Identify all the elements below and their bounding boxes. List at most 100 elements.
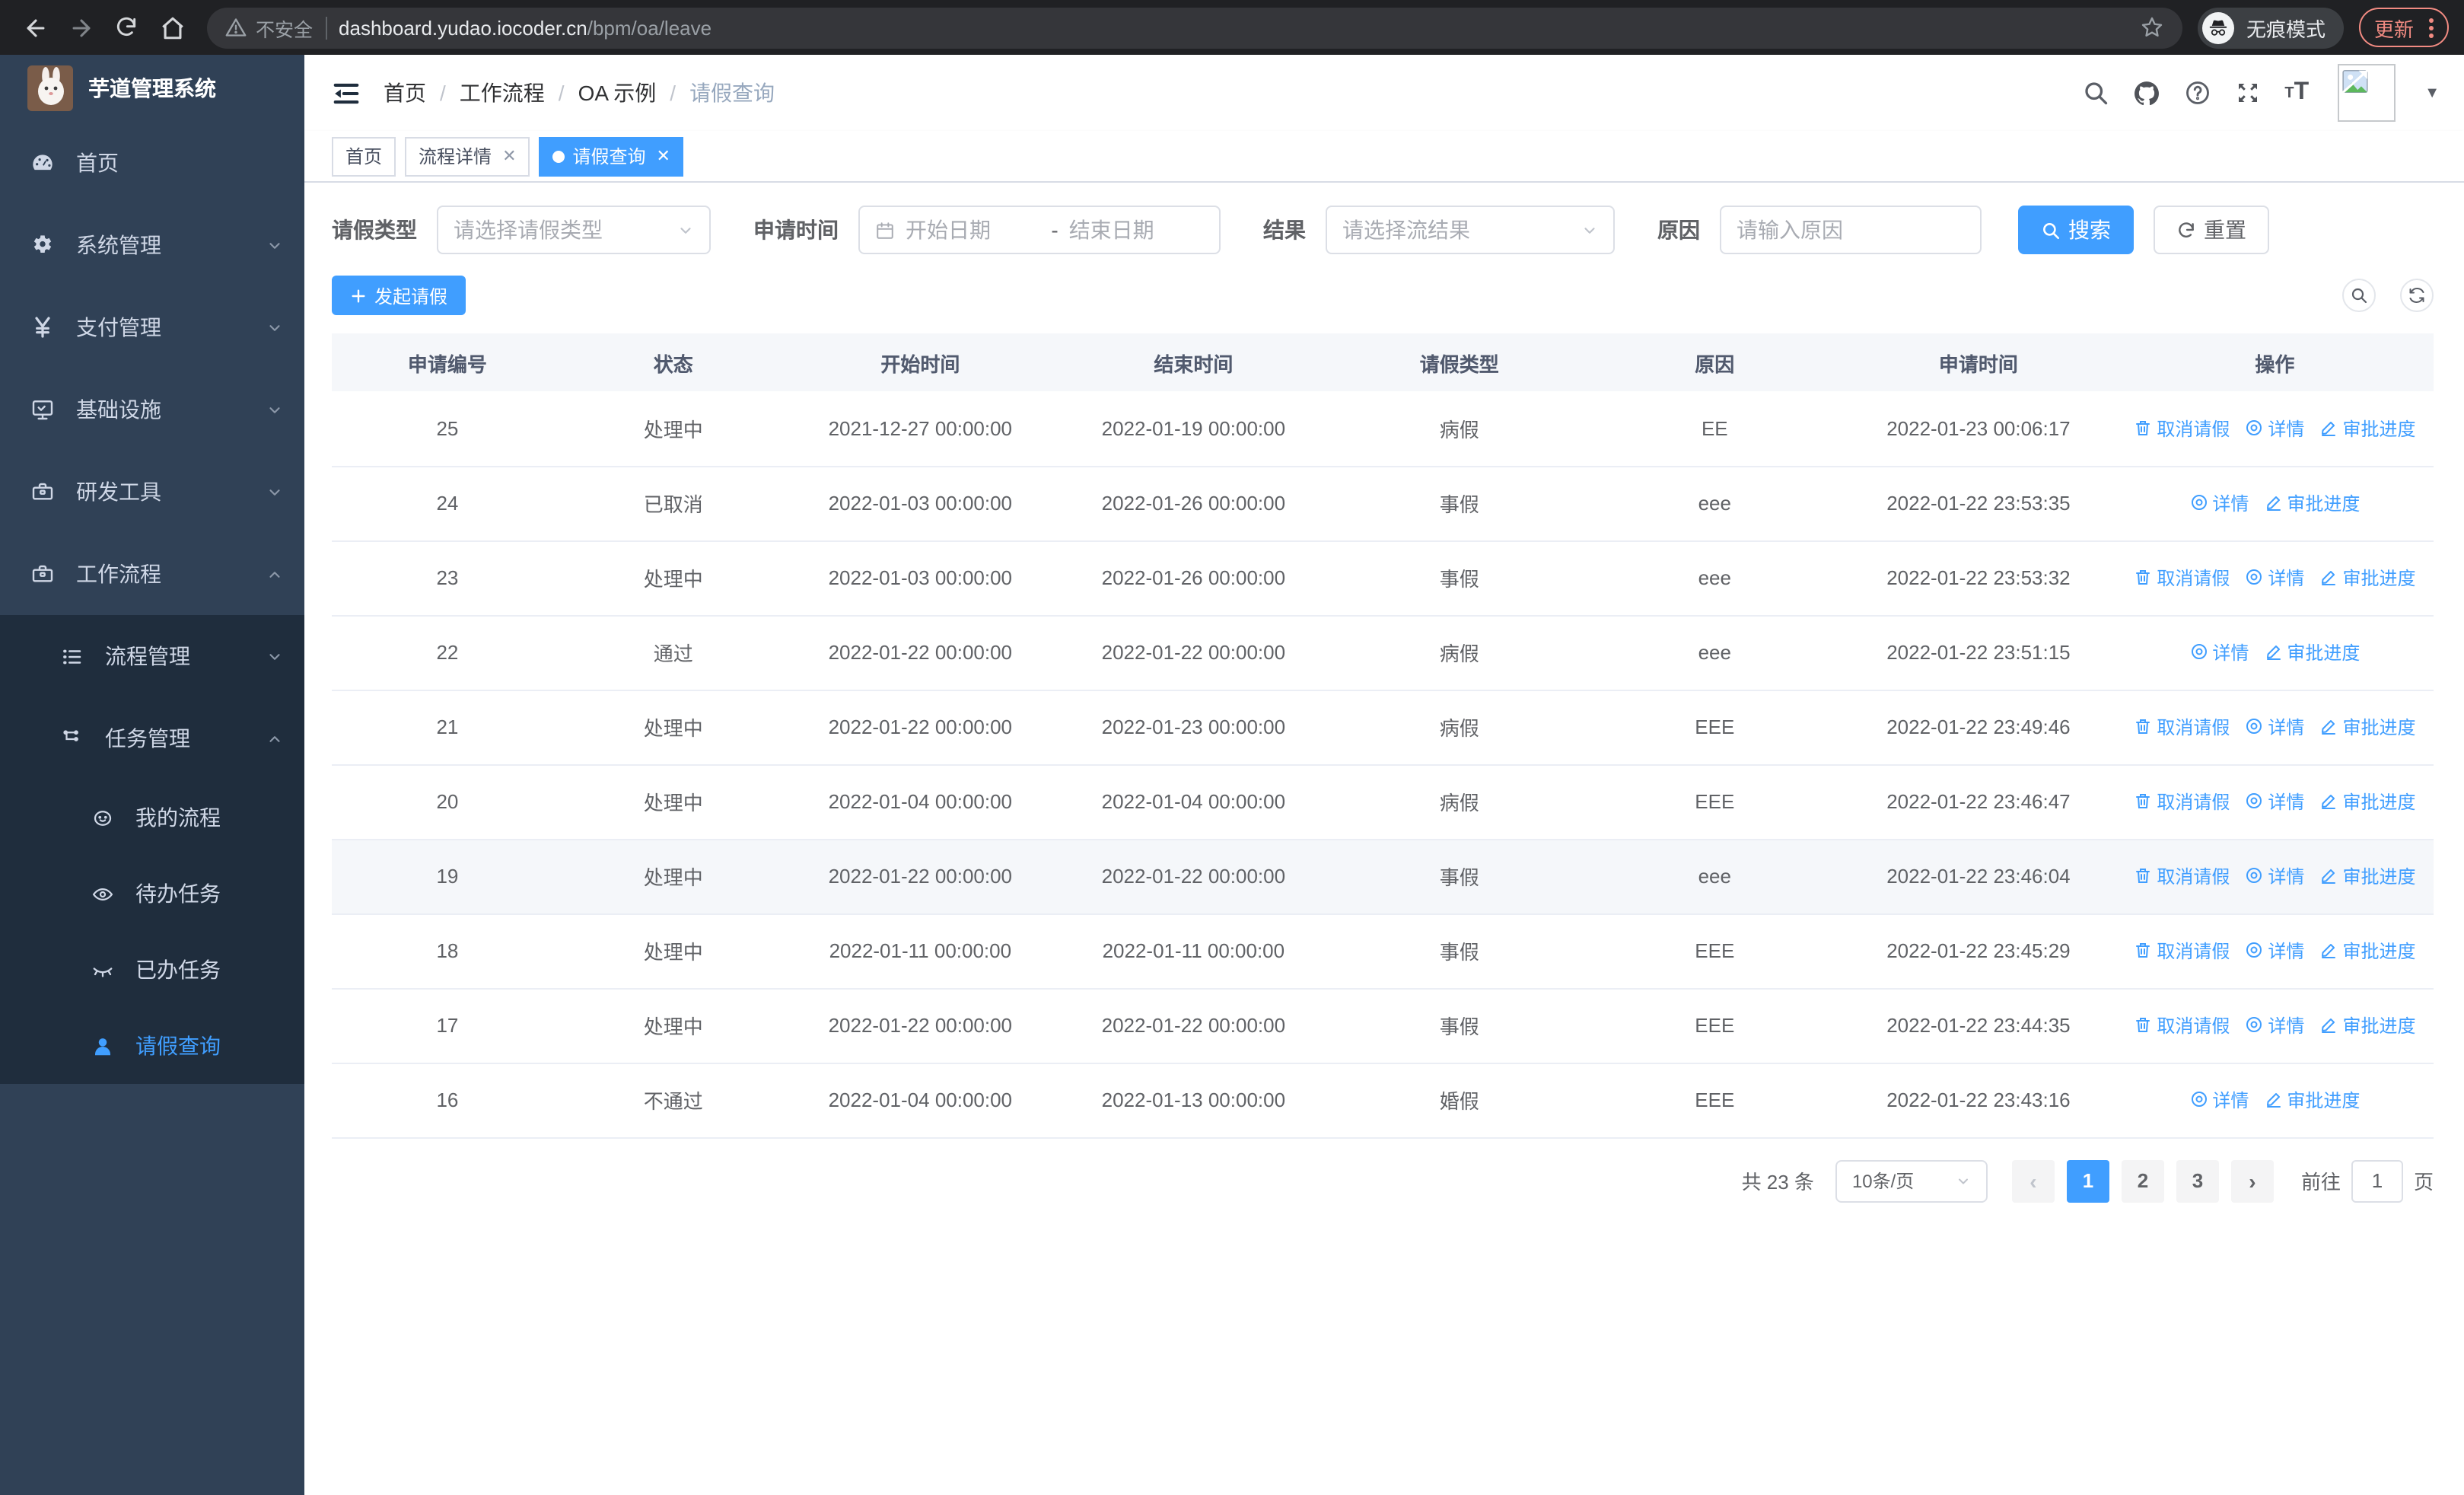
tab-home[interactable]: 首页 — [332, 136, 396, 176]
cancel-action-link[interactable]: 取消请假 — [2134, 1012, 2230, 1038]
cell-id: 21 — [332, 690, 563, 765]
progress-action-link[interactable]: 审批进度 — [2319, 938, 2415, 964]
sidebar-logo[interactable]: 芋道管理系统 — [0, 55, 304, 122]
chevron-down-icon — [269, 324, 280, 330]
page-button-2[interactable]: 2 — [2121, 1159, 2164, 1202]
forward-icon[interactable] — [61, 8, 100, 47]
sidebar-item-label: 我的流程 — [135, 805, 221, 830]
sidebar-item-todo-tasks[interactable]: 待办任务 — [0, 856, 304, 932]
home-icon[interactable] — [152, 8, 192, 47]
prev-page-button[interactable]: ‹ — [2011, 1159, 2055, 1202]
progress-action-link[interactable]: 审批进度 — [2319, 1012, 2415, 1038]
detail-action-link[interactable]: 详情 — [2189, 490, 2249, 516]
table-row: 20 处理中 2022-01-04 00:00:00 2022-01-04 00… — [332, 764, 2434, 840]
cancel-action-link[interactable]: 取消请假 — [2134, 863, 2230, 889]
fullscreen-icon[interactable] — [2234, 79, 2262, 107]
progress-action-link[interactable]: 审批进度 — [2264, 639, 2360, 665]
progress-action-link[interactable]: 审批进度 — [2319, 565, 2415, 591]
table-row: 24 已取消 2022-01-03 00:00:00 2022-01-26 00… — [332, 466, 2434, 541]
sidebar-item-devtools[interactable]: 研发工具 — [0, 451, 304, 533]
cell-reason: EEE — [1588, 690, 1842, 765]
col-header-status: 状态 — [562, 333, 784, 391]
breadcrumb-item[interactable]: 首页 — [384, 81, 426, 105]
url-text[interactable]: dashboard.yudao.iocoder.cn/bpm/oa/leave — [339, 16, 712, 39]
detail-action-link[interactable]: 详情 — [2245, 789, 2304, 814]
goto-page-input[interactable] — [2351, 1159, 2403, 1202]
github-icon[interactable] — [2132, 78, 2161, 107]
table-row: 22 通过 2022-01-22 00:00:00 2022-01-22 00:… — [332, 615, 2434, 690]
progress-action-link[interactable]: 审批进度 — [2319, 789, 2415, 814]
progress-action-link[interactable]: 审批进度 — [2264, 1087, 2360, 1113]
next-page-button[interactable]: › — [2230, 1159, 2274, 1202]
page-size-select[interactable]: 10条/页 — [1835, 1159, 1988, 1202]
create-leave-button[interactable]: 发起请假 — [332, 276, 466, 315]
close-icon[interactable]: ✕ — [502, 148, 517, 166]
cancel-action-link[interactable]: 取消请假 — [2134, 789, 2230, 814]
sidebar-item-workflow[interactable]: 工作流程 — [0, 533, 304, 615]
tab-leave-query[interactable]: 请假查询 ✕ — [539, 136, 684, 176]
sidebar-item-leave-query[interactable]: 请假查询 — [0, 1008, 304, 1084]
bookmark-star-icon[interactable] — [2140, 15, 2164, 40]
detail-action-link[interactable]: 详情 — [2245, 938, 2304, 964]
url-bar[interactable]: 不安全 dashboard.yudao.iocoder.cn/bpm/oa/le… — [207, 7, 2182, 48]
breadcrumb-item[interactable]: 工作流程 — [459, 81, 545, 105]
progress-action-link[interactable]: 审批进度 — [2319, 863, 2415, 889]
eye-closed-icon — [93, 967, 113, 977]
cell-actions: 取消请假 详情 审批进度 — [2115, 913, 2434, 989]
refresh-icon[interactable] — [107, 8, 146, 47]
detail-action-link[interactable]: 详情 — [2245, 714, 2304, 740]
page-button-3[interactable]: 3 — [2176, 1159, 2219, 1202]
reason-input[interactable] — [1720, 206, 1982, 254]
cell-actions: 取消请假 详情 审批进度 — [2115, 839, 2434, 914]
sidebar-item-done-tasks[interactable]: 已办任务 — [0, 932, 304, 1008]
cancel-action-link[interactable]: 取消请假 — [2134, 565, 2230, 591]
progress-action-link[interactable]: 审批进度 — [2319, 714, 2415, 740]
search-button[interactable]: 搜索 — [2018, 206, 2134, 254]
cancel-action-link[interactable]: 取消请假 — [2134, 714, 2230, 740]
sidebar-item-my-process[interactable]: 我的流程 — [0, 779, 304, 856]
col-header-apply: 申请时间 — [1841, 333, 2116, 391]
detail-action-link[interactable]: 详情 — [2189, 1087, 2249, 1113]
url-path: /bpm/oa/leave — [587, 16, 712, 39]
tab-process-detail[interactable]: 流程详情 ✕ — [405, 136, 530, 176]
page-button-1[interactable]: 1 — [2066, 1159, 2109, 1202]
browser-update-button[interactable]: 更新 — [2358, 8, 2449, 47]
sidebar-item-process-mgmt[interactable]: 流程管理 — [0, 615, 304, 697]
toggle-search-button[interactable] — [2342, 279, 2376, 312]
sidebar-item-label: 基础设施 — [76, 397, 161, 422]
trash-icon — [2136, 421, 2150, 435]
avatar[interactable] — [2338, 64, 2396, 122]
leave-type-select[interactable]: 请选择请假类型 — [437, 206, 711, 254]
detail-action-link[interactable]: 详情 — [2245, 863, 2304, 889]
refresh-table-button[interactable] — [2400, 279, 2434, 312]
sidebar-item-home[interactable]: 首页 — [0, 122, 304, 204]
caret-down-icon[interactable]: ▼ — [2424, 84, 2440, 101]
apply-time-range-picker[interactable]: 开始日期 - 结束日期 — [858, 206, 1221, 254]
cancel-action-link[interactable]: 取消请假 — [2134, 938, 2230, 964]
sidebar-toggle-icon[interactable] — [329, 76, 362, 110]
breadcrumb-item[interactable]: OA 示例 — [578, 81, 657, 105]
sidebar-item-infrastructure[interactable]: 基础设施 — [0, 368, 304, 451]
progress-action-link[interactable]: 审批进度 — [2319, 415, 2415, 441]
detail-action-link[interactable]: 详情 — [2245, 1012, 2304, 1038]
close-icon[interactable]: ✕ — [656, 148, 670, 166]
site-security[interactable]: 不安全 — [225, 13, 313, 42]
select-placeholder: 请选择流结果 — [1342, 218, 1470, 242]
reset-button[interactable]: 重置 — [2154, 206, 2269, 254]
sidebar-item-system[interactable]: 系统管理 — [0, 204, 304, 286]
sidebar-item-payment[interactable]: 支付管理 — [0, 286, 304, 368]
back-icon[interactable] — [15, 8, 55, 47]
end-date-placeholder: 结束日期 — [1068, 218, 1154, 242]
detail-action-link[interactable]: 详情 — [2189, 639, 2249, 665]
search-icon[interactable] — [2082, 79, 2109, 107]
detail-action-link[interactable]: 详情 — [2245, 415, 2304, 441]
sidebar-item-task-mgmt[interactable]: 任务管理 — [0, 697, 304, 779]
cancel-action-link[interactable]: 取消请假 — [2134, 415, 2230, 441]
search-button-label: 搜索 — [2068, 218, 2111, 242]
detail-action-link[interactable]: 详情 — [2245, 565, 2304, 591]
help-icon[interactable] — [2184, 79, 2211, 107]
result-select[interactable]: 请选择流结果 — [1326, 206, 1615, 254]
browser-menu-icon[interactable] — [2429, 18, 2434, 37]
progress-action-link[interactable]: 审批进度 — [2264, 490, 2360, 516]
